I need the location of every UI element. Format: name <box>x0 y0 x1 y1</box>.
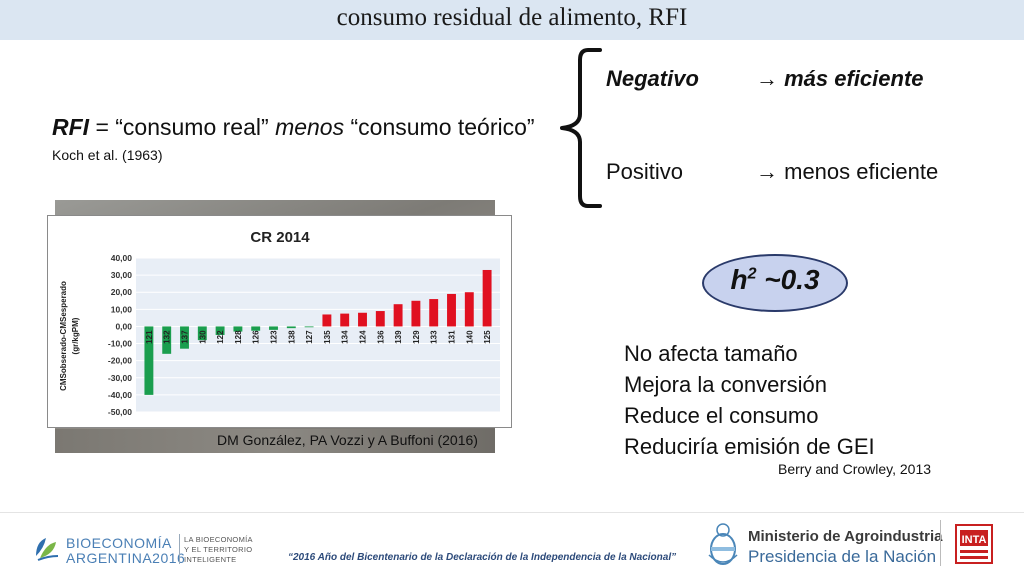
heritability-symbol: h <box>730 264 748 295</box>
plot-area <box>136 258 500 412</box>
positive-result: → menos eficiente <box>756 159 939 184</box>
rfi-definition: RFI = “consumo real” menos “consumo teór… <box>52 114 535 141</box>
chart-canvas: CR 2014 CMSobserado-CMSesperado (gr/kgPM… <box>59 229 500 417</box>
effects-reference: Berry and Crowley, 2013 <box>778 461 932 477</box>
y-tick-label: 40,00 <box>111 253 133 263</box>
chart-bar <box>269 326 278 330</box>
definition-menos: menos <box>275 114 345 140</box>
category-label: 138 <box>287 330 296 344</box>
chart-credit: DM González, PA Vozzi y A Buffoni (2016) <box>217 432 478 448</box>
definition-end: “consumo teórico” <box>344 114 535 140</box>
y-tick-label: 10,00 <box>111 304 133 314</box>
y-tick-label: 30,00 <box>111 270 133 280</box>
category-label: 129 <box>412 330 421 344</box>
category-label: 139 <box>394 330 403 344</box>
rfi-term: RFI <box>52 114 90 140</box>
negative-label: Negativo <box>606 66 699 91</box>
logo-divider <box>179 534 180 564</box>
footer-quote: “2016 Año del Bicentenario de la Declara… <box>288 552 677 563</box>
slide-title: consumo residual de alimento, RFI <box>336 4 688 31</box>
chart-bar <box>393 304 403 327</box>
photo-strip <box>55 429 495 453</box>
category-label: 132 <box>163 330 172 344</box>
heritability-value: ~0.3 <box>756 264 820 295</box>
chart-bar <box>251 326 261 331</box>
chart-bar <box>162 326 172 354</box>
y-tick-label: -50,00 <box>108 407 132 417</box>
chart-bar <box>215 326 225 335</box>
chart-bar <box>482 269 492 327</box>
category-label: 122 <box>216 330 225 344</box>
definition-mid: = “consumo real” <box>89 114 276 140</box>
inta-logo: INTA <box>955 524 993 564</box>
category-label: 126 <box>252 330 261 344</box>
chart-bar <box>322 314 332 327</box>
rfi-chart: CR 2014 CMSobserado-CMSesperado (gr/kgPM… <box>47 215 512 428</box>
chart-bar <box>358 312 367 327</box>
chart-bar <box>180 326 189 349</box>
effect-item: Reduce el consumo <box>624 403 819 428</box>
category-label: 127 <box>305 330 314 344</box>
effect-item: Reduciría emisión de GEI <box>624 434 875 459</box>
chart-bar <box>375 311 385 327</box>
category-label: 130 <box>198 330 207 344</box>
effect-item: No afecta tamaño <box>624 341 798 366</box>
chart-bar <box>464 292 474 327</box>
heritability-ellipse <box>702 254 848 312</box>
heritability-exponent: 2 <box>747 265 757 283</box>
chart-bar <box>429 299 439 327</box>
bioeconomia-tagline: Y EL TERRITORIO <box>184 545 253 554</box>
y-tick-label: -40,00 <box>108 390 132 400</box>
chart-bar <box>233 326 243 332</box>
ministry-name: Ministerio de Agroindustria <box>748 528 943 545</box>
bioeconomia-tagline: INTELIGENTE <box>184 555 237 564</box>
footer-divider <box>0 512 1024 513</box>
category-label: 136 <box>376 330 385 344</box>
presidency-name: Presidencia de la Nación <box>748 547 937 566</box>
chart-bar <box>197 326 207 341</box>
y-tick-label: -10,00 <box>108 339 132 349</box>
chart-bar <box>144 326 154 395</box>
bioeconomia-logo-line2: ARGENTINA2016 <box>66 550 186 566</box>
category-label: 124 <box>359 330 368 344</box>
y-tick-label: -30,00 <box>108 373 132 383</box>
chart-bar <box>340 313 350 327</box>
category-label: 140 <box>465 330 474 344</box>
definition-reference: Koch et al. (1963) <box>52 147 163 163</box>
y-axis-unit: (gr/kgPM) <box>71 317 80 354</box>
chart-bar <box>304 326 314 328</box>
category-label: 125 <box>483 330 492 344</box>
negative-result: → más eficiente <box>756 66 924 91</box>
category-label: 123 <box>270 330 279 344</box>
y-tick-label: 0,00 <box>115 321 132 331</box>
category-label: 133 <box>430 330 439 344</box>
effect-item: Mejora la conversión <box>624 372 827 397</box>
chart-bar <box>286 326 296 329</box>
chart-title: CR 2014 <box>250 229 310 246</box>
bioeconomia-leaf-icon <box>36 538 59 561</box>
y-tick-label: -20,00 <box>108 356 132 366</box>
category-label: 135 <box>323 330 332 344</box>
category-label: 121 <box>145 330 154 344</box>
bioeconomia-logo-line1: BIOECONOMÍA <box>66 535 172 551</box>
category-label: 131 <box>448 330 457 344</box>
national-crest-icon <box>708 523 738 565</box>
y-tick-label: 20,00 <box>111 287 133 297</box>
chart-bar <box>411 300 421 327</box>
curly-brace-icon <box>560 48 602 208</box>
logo-divider <box>940 520 941 566</box>
y-axis-label: CMSobserado-CMSesperado <box>59 281 68 391</box>
inta-logo-text: INTA <box>962 534 987 546</box>
bioeconomia-tagline: LA BIOECONOMÍA <box>184 535 253 544</box>
title-bar <box>0 0 1024 40</box>
category-label: 137 <box>181 330 190 344</box>
chart-bar <box>447 293 456 327</box>
category-label: 134 <box>341 330 350 344</box>
positive-label: Positivo <box>606 159 684 184</box>
category-label: 128 <box>234 330 243 344</box>
heritability-text: h2 ~0.3 <box>702 264 848 296</box>
